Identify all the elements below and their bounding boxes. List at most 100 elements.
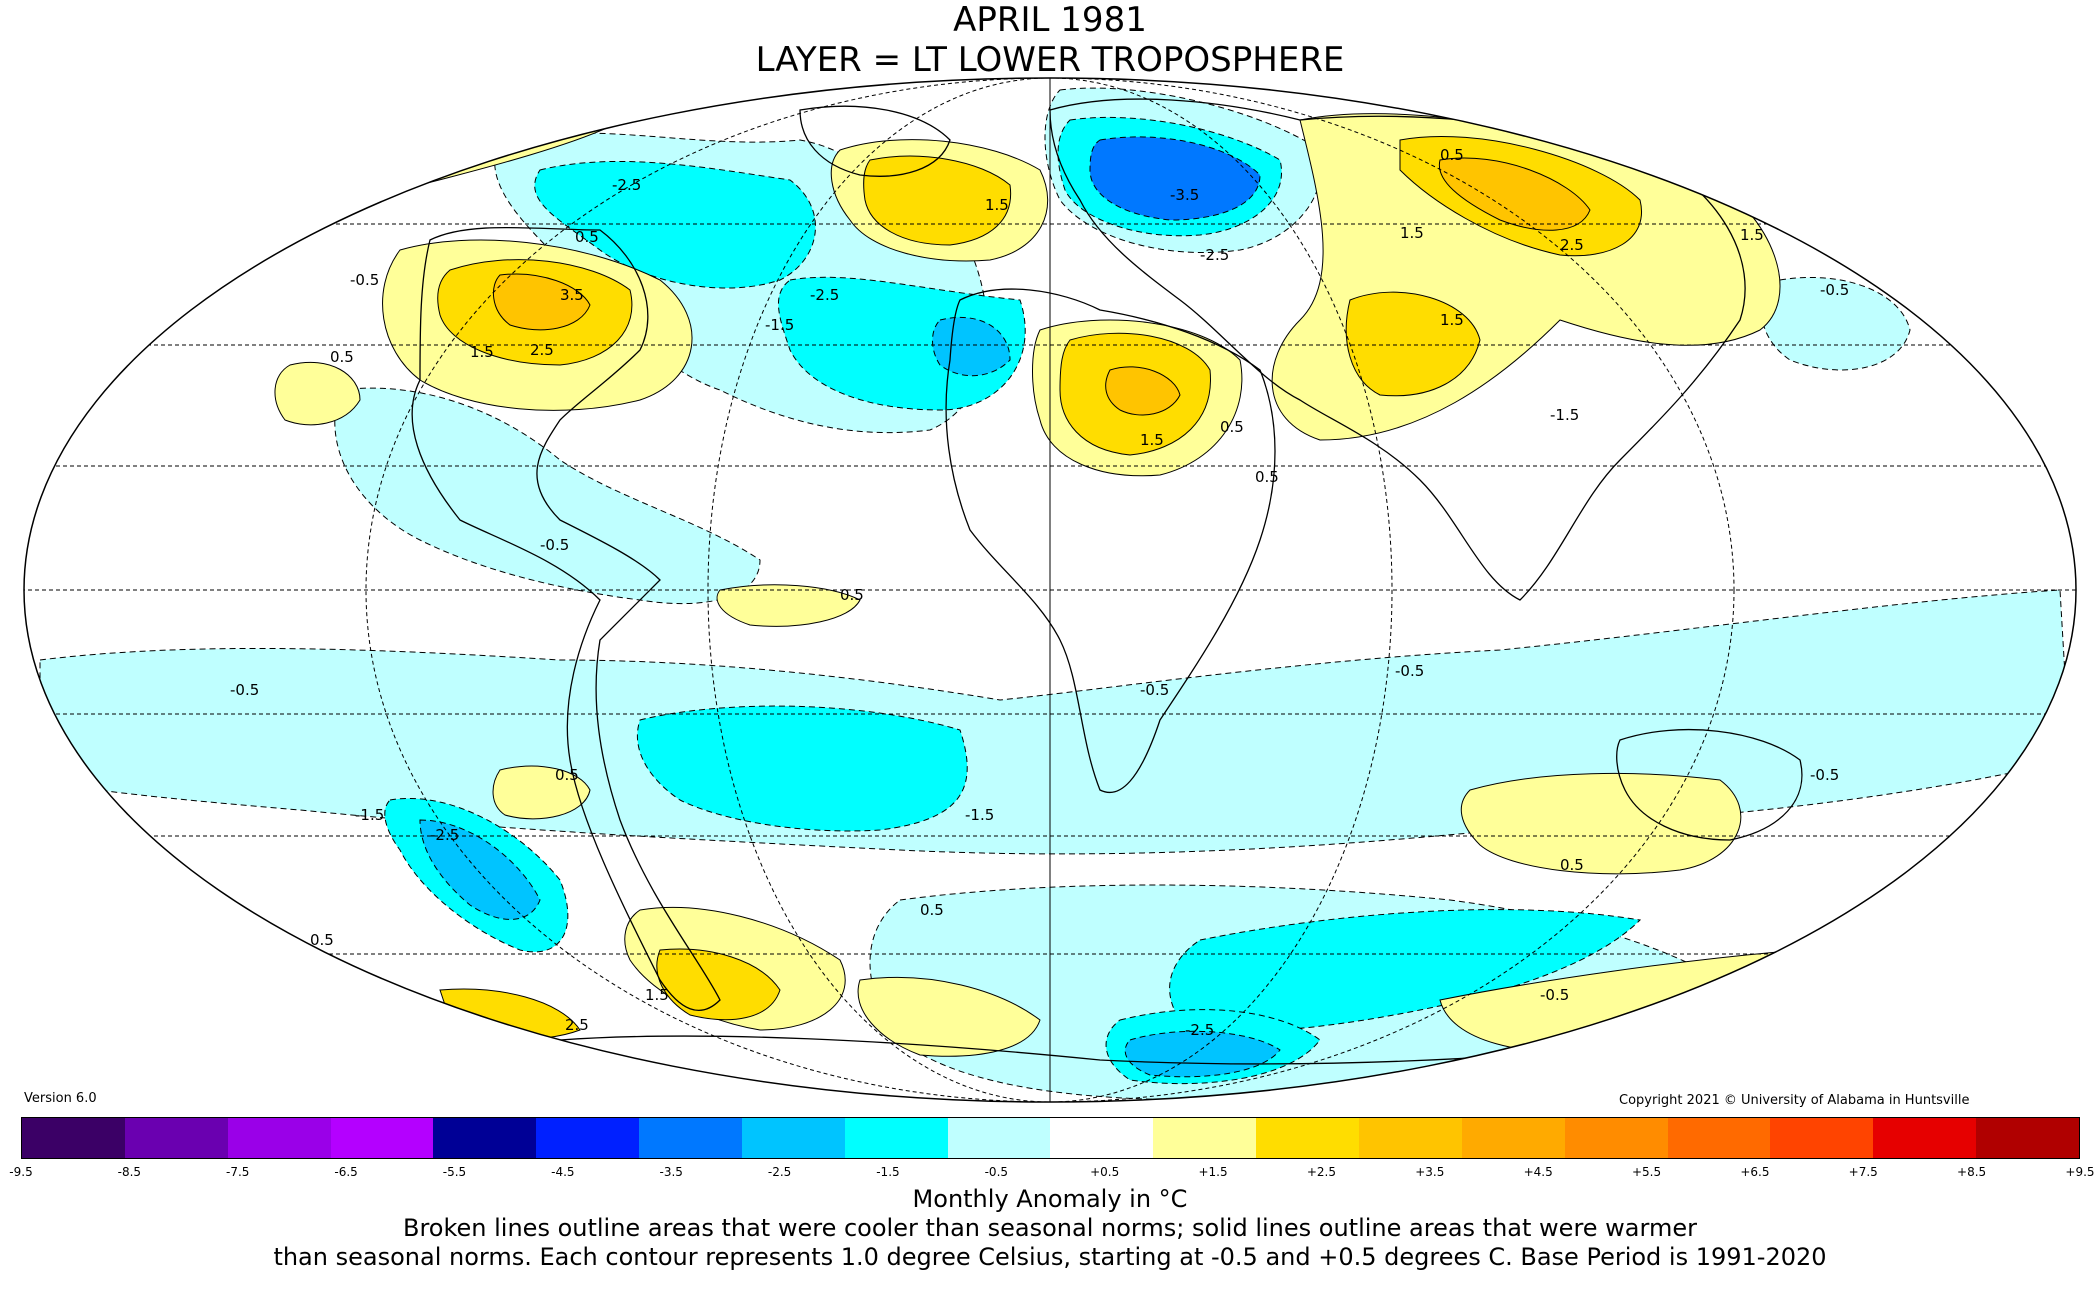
hot-region [1105, 366, 1181, 416]
colorbar-swatch [1358, 1118, 1462, 1158]
colorbar-tick-label: -8.5 [117, 1165, 142, 1179]
very-cold-region [932, 316, 1011, 377]
contour-label: 1.5 [1400, 224, 1424, 242]
contour-label: 1.5 [1740, 226, 1764, 244]
colorbar-tick-label: +6.5 [1740, 1165, 1770, 1179]
contour-label: -1.5 [765, 316, 794, 334]
colorbar-tick-label: -7.5 [226, 1165, 250, 1179]
warm-region [716, 584, 861, 627]
colorbar-tick-label: +2.5 [1306, 1165, 1336, 1179]
colorbar-tick-label: +3.5 [1415, 1165, 1445, 1179]
map-title: APRIL 1981 [953, 0, 1147, 40]
contour-label: -2.5 [612, 176, 641, 194]
colorbar-swatch [1256, 1118, 1359, 1158]
contour-label: -2.5 [810, 286, 839, 304]
contour-label: -0.5 [1540, 986, 1569, 1004]
contour-label: 3.5 [560, 286, 584, 304]
colorbar-tick-label: -2.5 [767, 1165, 792, 1179]
contour-label: -2.5 [430, 826, 459, 844]
colorbar-tick-label: +8.5 [1957, 1165, 1987, 1179]
contour-label: 0.5 [1220, 418, 1244, 436]
contour-label: 1.5 [1440, 311, 1464, 329]
colorbar-tick-label: -0.5 [984, 1165, 1009, 1179]
contour-label: -1.5 [355, 806, 384, 824]
colorbar-swatch [1667, 1118, 1771, 1158]
colorbar-tick-label: -6.5 [334, 1165, 358, 1179]
colorbar-swatch [1153, 1118, 1257, 1158]
contour-label: 0.5 [330, 348, 354, 366]
contour-label: 0.5 [920, 901, 944, 919]
map-subtitle: LAYER = LT LOWER TROPOSPHERE [755, 40, 1345, 80]
warm-region [1460, 772, 1742, 875]
colorbar-swatch [536, 1118, 640, 1158]
contour-label: -0.5 [1810, 766, 1839, 784]
colorbar-swatch [1050, 1118, 1154, 1158]
warm-region [274, 361, 361, 426]
colorbar-swatch [947, 1118, 1051, 1158]
contour-label: 2.5 [530, 341, 554, 359]
contour-label: -1.5 [965, 806, 994, 824]
contour-label: -0.5 [1820, 281, 1849, 299]
contour-label: 1.5 [985, 196, 1009, 214]
colorbar-swatch [1873, 1118, 1977, 1158]
colorbar-swatch [1564, 1118, 1668, 1158]
colorbar-swatch [639, 1118, 742, 1158]
contour-label: -0.5 [1395, 662, 1424, 680]
contour-label: 1.5 [1140, 431, 1164, 449]
colorbar-tick-label: +1.5 [1198, 1165, 1228, 1179]
colorbar-swatch [844, 1118, 948, 1158]
contour-label: -3.5 [1170, 186, 1199, 204]
colorbar-swatch [1461, 1118, 1565, 1158]
colorbar-swatch [22, 1118, 125, 1158]
contour-label: 1.5 [470, 343, 494, 361]
contour-label: -2.5 [1185, 1021, 1214, 1039]
colorbar-tick-label: +5.5 [1631, 1165, 1662, 1179]
colorbar-tick-label: -5.5 [442, 1165, 467, 1179]
hot-region [656, 948, 781, 1021]
hot-region [1345, 291, 1481, 397]
contour-label: -1.5 [1550, 406, 1579, 424]
warm-region [857, 976, 1041, 1057]
contour-label: -0.5 [1140, 681, 1169, 699]
caption-line-2: than seasonal norms. Each contour repres… [273, 1243, 1827, 1271]
colorbar-swatch [124, 1118, 228, 1158]
contour-label: 0.5 [310, 931, 334, 949]
colorbar-swatch [330, 1118, 434, 1158]
contour-label: 0.5 [555, 766, 579, 784]
colorbar-tick-label: +0.5 [1090, 1165, 1120, 1179]
colorbar-tick-label: -9.5 [9, 1165, 33, 1179]
hot-region [863, 155, 1012, 246]
caption-line-1: Broken lines outline areas that were coo… [403, 1214, 1697, 1242]
copyright-note: Copyright 2021 © University of Alabama i… [1619, 1093, 1970, 1108]
colorbar-tick-label: +4.5 [1523, 1165, 1553, 1179]
contour-label: 0.5 [1440, 146, 1464, 164]
contour-label: -2.5 [1200, 246, 1229, 264]
version-note: Version 6.0 [24, 1091, 97, 1106]
hot-region [1438, 157, 1591, 231]
contour-label: -0.5 [230, 681, 259, 699]
contour-label: 0.5 [1560, 856, 1584, 874]
colorbar-units-label: Monthly Anomaly in °C [912, 1185, 1188, 1213]
hot-region [492, 273, 591, 331]
cold-region [534, 160, 816, 289]
contour-label: 0.5 [840, 586, 864, 604]
warm-region [492, 765, 591, 820]
colorbar-swatch [741, 1118, 845, 1158]
colorbar-tick-label: -1.5 [876, 1165, 900, 1179]
contour-label: 2.5 [1560, 236, 1584, 254]
anomaly-map: 3.5 2.5 1.5 0.5 -0.5 0.5 -2.5 -2.5 -1.5 … [23, 77, 2077, 1103]
cold-region [636, 705, 968, 832]
very-cold-region [1124, 1030, 1281, 1078]
colorbar-tick-label: +7.5 [1848, 1165, 1878, 1179]
colorbar-swatch [1770, 1118, 1874, 1158]
globe-outline [23, 77, 2077, 1103]
colorbar-swatch [227, 1118, 331, 1158]
contour-label: 1.5 [645, 986, 669, 1004]
contour-label: -0.5 [540, 536, 569, 554]
colorbar-swatch [433, 1118, 537, 1158]
colorbar-tick-label: -3.5 [659, 1165, 683, 1179]
very-cold-region [1089, 136, 1261, 221]
contour-label: 0.5 [1255, 468, 1279, 486]
colorbar-ticks: -9.5 -8.5 -7.5 -6.5 -5.5 -4.5 -3.5 -2.5 -1.5 -0.5… [9, 1165, 2094, 1185]
contour-label: 2.5 [565, 1016, 589, 1034]
